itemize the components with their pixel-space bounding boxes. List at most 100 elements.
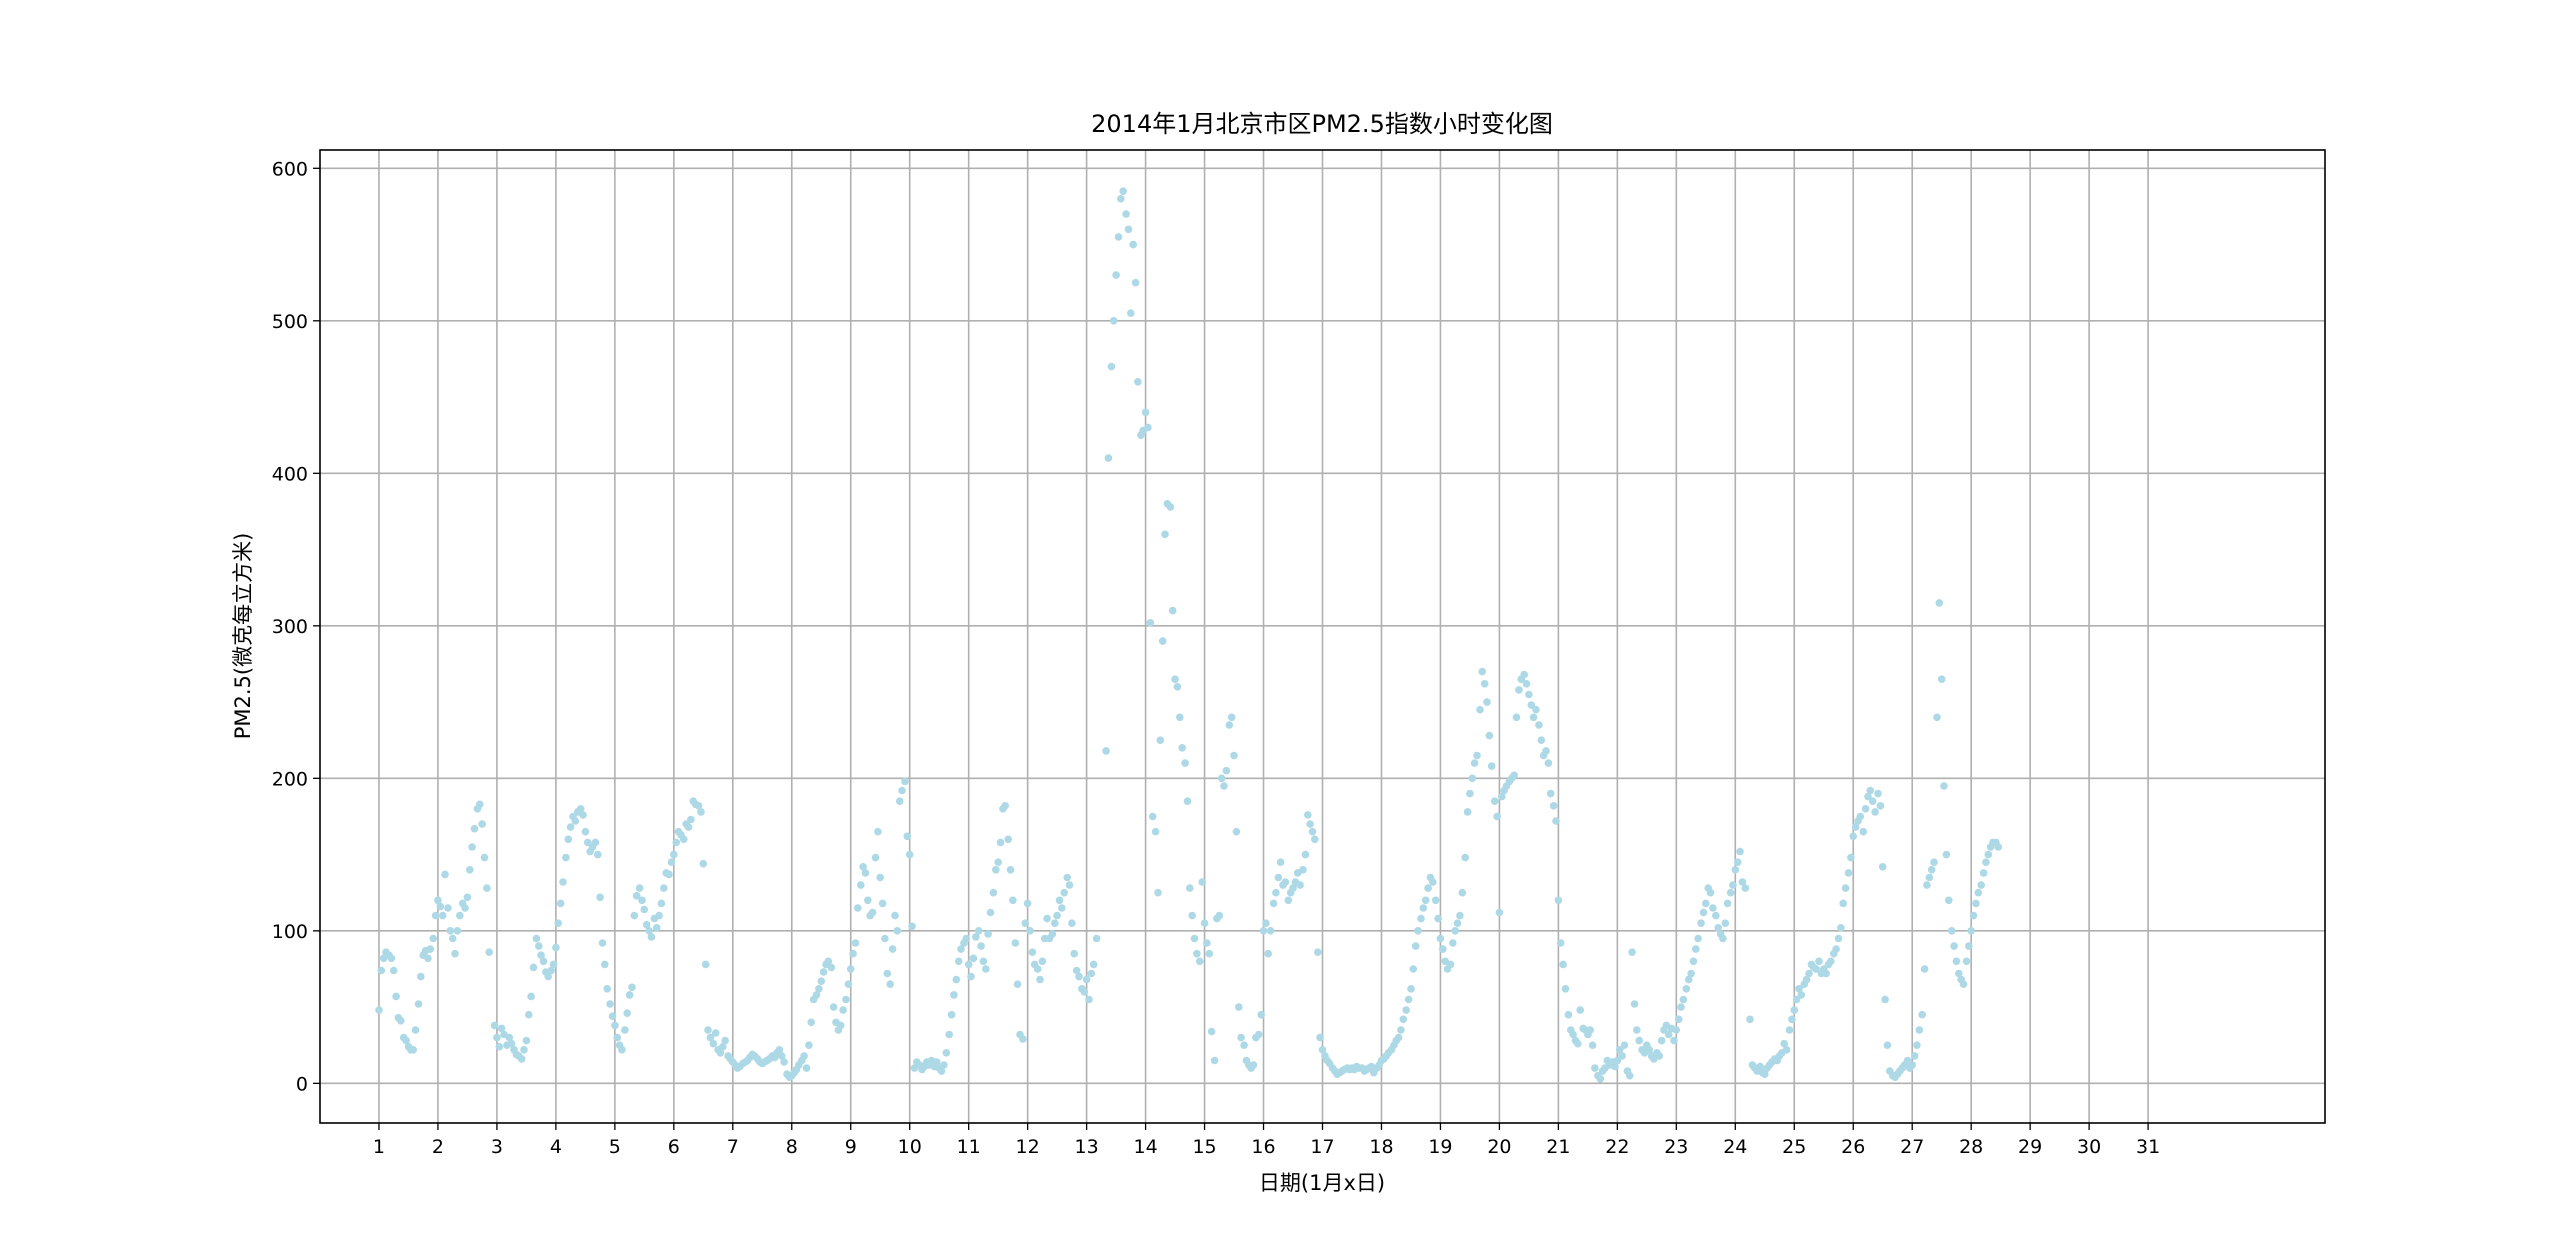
data-point [1063, 873, 1071, 882]
data-point [1205, 949, 1214, 958]
data-point [1927, 866, 1936, 874]
data-point [1196, 957, 1204, 966]
data-point [1220, 782, 1228, 790]
data-point [1785, 1026, 1794, 1034]
data-point [505, 1033, 514, 1042]
data-point [1227, 713, 1236, 722]
data-point [1215, 911, 1224, 920]
data-point [1657, 1036, 1666, 1045]
data-point [1178, 744, 1186, 752]
data-point [1756, 1062, 1764, 1071]
x-tick-label: 10 [898, 1136, 922, 1158]
data-point [1436, 934, 1445, 943]
data-point [1249, 1061, 1258, 1069]
data-point [829, 1003, 838, 1011]
data-point [623, 1009, 631, 1017]
data-point [878, 899, 887, 908]
data-point [1672, 1026, 1681, 1034]
data-point [1276, 858, 1285, 866]
data-point [1908, 1061, 1916, 1069]
data-point [888, 945, 897, 953]
data-point [1535, 721, 1543, 729]
data-point [1237, 1033, 1245, 1042]
data-point [1940, 782, 1948, 790]
data-point [1009, 896, 1017, 905]
data-point [1124, 225, 1133, 234]
data-point [1446, 960, 1455, 969]
x-tick-label: 23 [1664, 1136, 1688, 1158]
data-point [1463, 808, 1472, 816]
data-point [1299, 866, 1307, 874]
scatter-points [375, 187, 2003, 1083]
data-point [1883, 1041, 1892, 1049]
chart-title: 2014年1月北京市区PM2.5指数小时变化图 [1091, 110, 1553, 138]
data-point [1815, 957, 1823, 966]
data-point [1424, 884, 1432, 892]
data-point [839, 1006, 847, 1014]
data-point [1498, 792, 1506, 801]
data-point [859, 863, 867, 871]
x-tick-label: 25 [1782, 1136, 1806, 1158]
data-point [777, 1052, 786, 1060]
data-point [1574, 1039, 1582, 1048]
data-point [1434, 914, 1442, 923]
data-point [836, 1021, 845, 1030]
data-point [426, 945, 435, 953]
data-point [389, 966, 398, 975]
data-point [1060, 888, 1068, 897]
data-point [613, 1033, 621, 1042]
x-tick-label: 8 [786, 1136, 798, 1158]
data-point [1664, 1030, 1673, 1039]
data-point [1839, 899, 1847, 908]
data-point [1148, 812, 1157, 821]
y-tick-label: 300 [272, 616, 308, 638]
data-point [812, 991, 821, 999]
data-point [815, 985, 823, 993]
data-point [1394, 1033, 1403, 1042]
y-axis-label: PM2.5(微克每立方米) [231, 533, 255, 740]
data-point [596, 893, 604, 902]
data-point [1841, 884, 1850, 892]
data-point [1468, 774, 1477, 783]
data-point [1161, 530, 1169, 539]
data-point [780, 1058, 788, 1066]
data-point [1289, 884, 1297, 892]
data-point [819, 968, 828, 976]
data-point [719, 1042, 727, 1051]
data-point [775, 1046, 784, 1054]
data-point [1203, 939, 1211, 947]
data-point [871, 853, 880, 862]
data-point [1257, 1010, 1265, 1019]
data-point [1972, 899, 1980, 908]
data-point [967, 972, 975, 981]
data-point [1473, 751, 1481, 760]
data-point [940, 1061, 948, 1069]
data-point [1994, 843, 2003, 851]
data-point [1296, 881, 1304, 889]
x-tick-label: 26 [1841, 1136, 1865, 1158]
data-point [522, 1036, 531, 1045]
y-axis-ticks: 0 100 200 300 400 500 600 [272, 158, 320, 1095]
data-point [608, 1012, 617, 1020]
data-point [947, 1010, 956, 1019]
data-point [1709, 904, 1717, 912]
data-point [451, 949, 459, 958]
data-point [1615, 1046, 1624, 1054]
y-tick-label: 200 [272, 768, 308, 790]
data-point [1072, 966, 1081, 975]
x-tick-label: 9 [845, 1136, 857, 1158]
data-point [680, 835, 688, 844]
data-point [1588, 1041, 1597, 1049]
data-point [908, 922, 916, 931]
x-tick-label: 30 [2077, 1136, 2101, 1158]
data-point [945, 1030, 953, 1039]
data-point [1217, 774, 1226, 783]
data-point [1306, 820, 1314, 828]
data-point [950, 991, 958, 999]
data-point [1591, 1064, 1599, 1072]
data-point [1805, 969, 1813, 978]
data-point [1314, 948, 1322, 956]
data-point [652, 924, 661, 932]
data-point [1082, 975, 1091, 984]
data-point [640, 905, 649, 914]
